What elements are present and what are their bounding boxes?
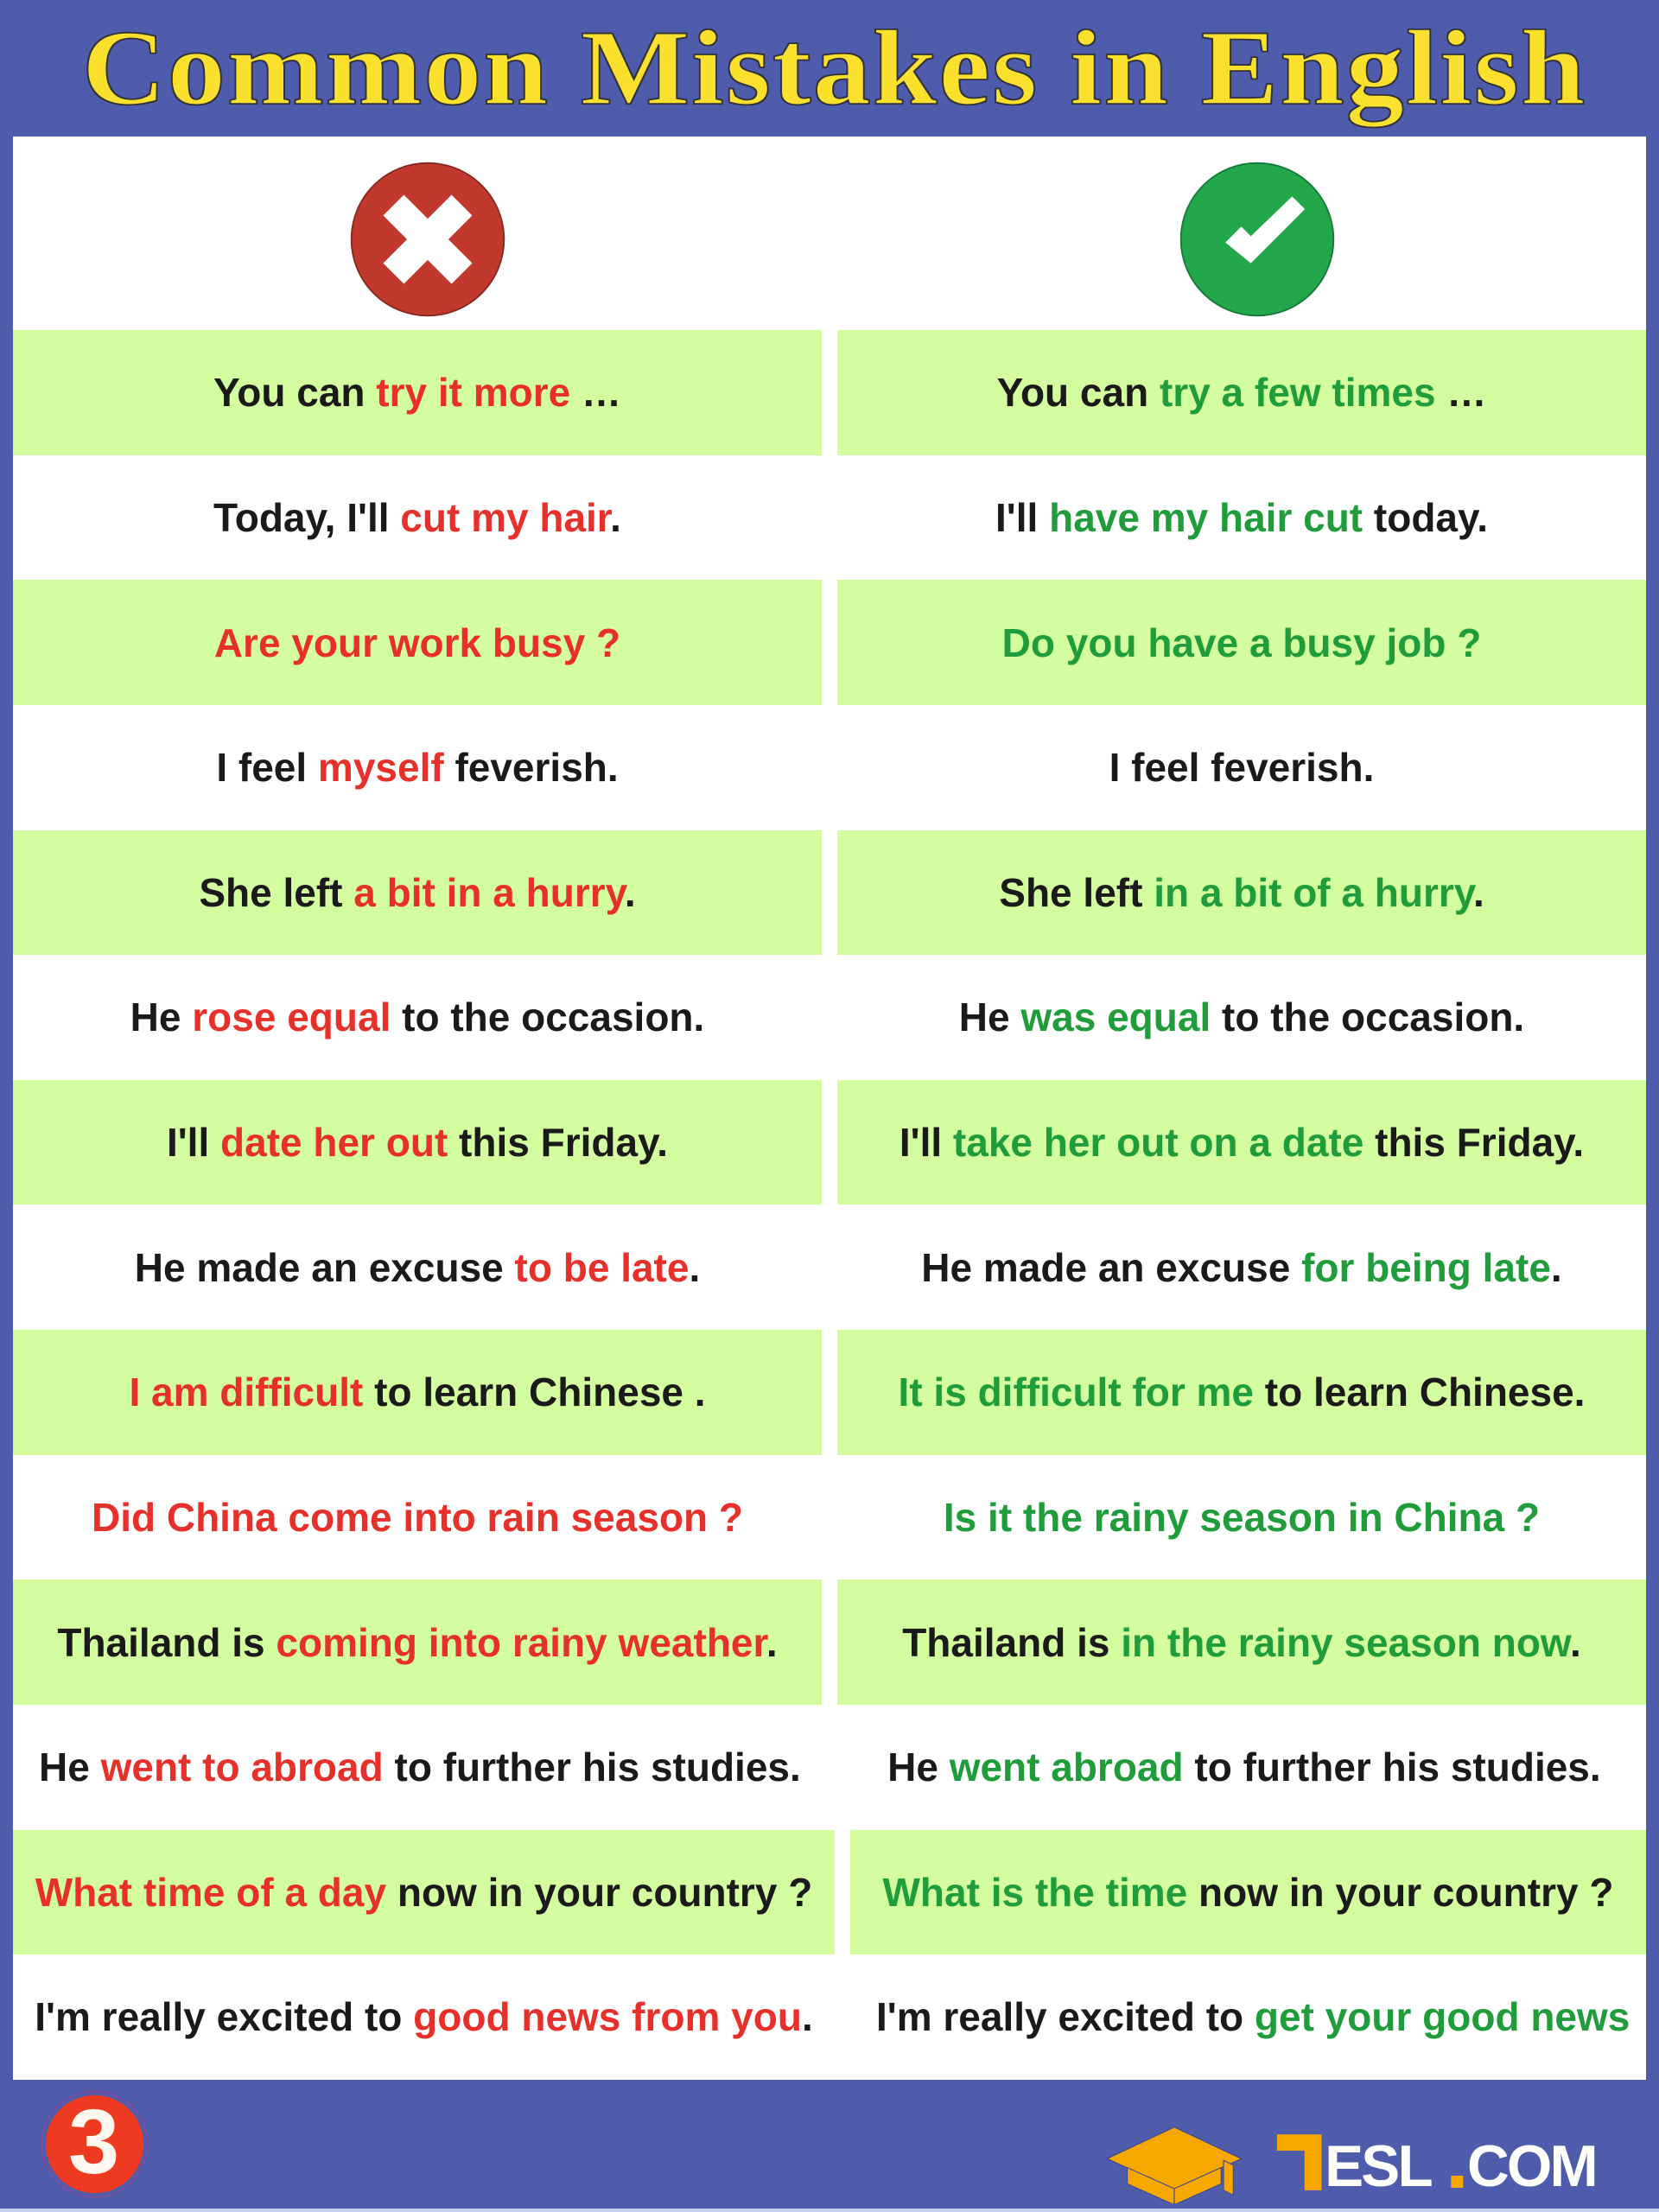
svg-text:COM: COM — [1467, 2134, 1596, 2199]
svg-text:ESL: ESL — [1325, 2134, 1432, 2199]
svg-text:3: 3 — [68, 2090, 119, 2193]
